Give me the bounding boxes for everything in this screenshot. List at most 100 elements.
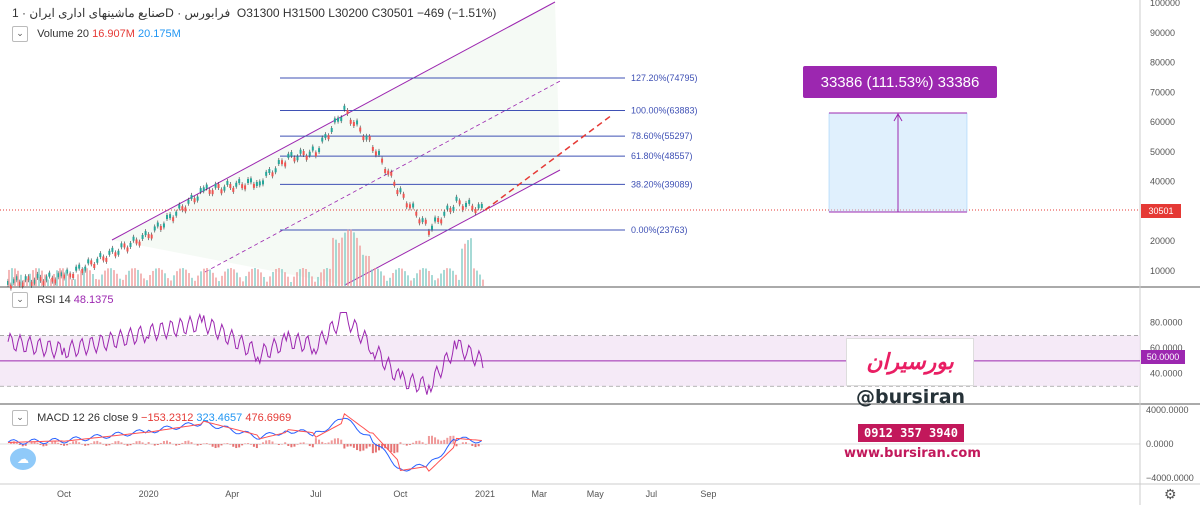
fib-level-label: 78.60%(55297) bbox=[631, 131, 693, 141]
candle-body bbox=[461, 206, 464, 211]
interval-label[interactable]: 1D bbox=[12, 6, 174, 20]
candle-body bbox=[90, 260, 93, 265]
macd-histogram-bar bbox=[437, 439, 440, 444]
candle-body bbox=[446, 205, 449, 210]
macd-histogram-bar bbox=[337, 438, 340, 444]
macd-histogram-bar bbox=[132, 443, 135, 444]
macd-histogram-bar bbox=[349, 444, 352, 447]
macd-histogram-bar bbox=[156, 444, 159, 445]
volume-bar bbox=[362, 254, 364, 286]
candle-body bbox=[431, 225, 433, 230]
volume-bar bbox=[482, 279, 484, 286]
volume-bar bbox=[131, 268, 133, 286]
candle-body bbox=[156, 222, 159, 227]
collapse-chevron-icon[interactable]: ⌄ bbox=[12, 26, 28, 42]
channel-lower-line bbox=[344, 169, 561, 286]
volume-bar bbox=[194, 280, 196, 286]
macd-histogram-bar bbox=[226, 443, 229, 444]
candle-body bbox=[169, 214, 172, 219]
volume-bar bbox=[221, 275, 223, 286]
macd-histogram-bar bbox=[399, 442, 402, 444]
candle-body bbox=[181, 206, 184, 211]
volume-bar bbox=[212, 272, 214, 286]
volume-bar bbox=[464, 243, 466, 286]
candle-body bbox=[255, 182, 258, 187]
macd-histogram-bar bbox=[287, 444, 290, 446]
candle-body bbox=[340, 117, 343, 122]
macd-histogram-bar bbox=[45, 444, 48, 446]
collapse-chevron-icon[interactable]: ⌄ bbox=[12, 292, 28, 308]
macd-histogram-bar bbox=[314, 438, 317, 444]
candle-body bbox=[199, 188, 202, 193]
candle-body bbox=[284, 162, 287, 167]
macd-histogram-bar bbox=[51, 441, 54, 444]
macd-histogram-bar bbox=[232, 444, 235, 447]
candle-body bbox=[238, 179, 241, 184]
candle-body bbox=[287, 153, 290, 158]
time-axis-label: May bbox=[587, 489, 605, 499]
volume-bar bbox=[284, 272, 286, 286]
candle-body bbox=[449, 208, 452, 213]
volume-bar bbox=[452, 270, 454, 286]
candle-body bbox=[235, 182, 238, 187]
candle-body bbox=[458, 200, 461, 205]
candle-body bbox=[261, 180, 264, 185]
volume-bar bbox=[38, 268, 40, 286]
settings-gear-icon[interactable]: ⚙ bbox=[1164, 486, 1177, 502]
macd-histogram-bar bbox=[66, 444, 69, 446]
volume-bar bbox=[224, 271, 226, 286]
cloud-icon[interactable]: ☁ bbox=[10, 448, 36, 470]
volume-bar bbox=[449, 268, 451, 286]
volume-bar bbox=[233, 269, 235, 286]
volume-bar bbox=[56, 270, 58, 286]
volume-bar bbox=[380, 271, 382, 286]
macd-histogram-bar bbox=[175, 444, 178, 446]
rsi-level-label: 50.0000 bbox=[1141, 350, 1185, 364]
candle-body bbox=[327, 135, 330, 140]
candle-body bbox=[374, 151, 377, 156]
macd-histogram-bar bbox=[190, 442, 193, 444]
macd-histogram-bar bbox=[138, 440, 141, 444]
macd-histogram-bar bbox=[33, 441, 36, 444]
channel-mid-line bbox=[204, 79, 563, 273]
volume-bar bbox=[239, 277, 241, 286]
time-axis-label: Oct bbox=[57, 489, 72, 499]
collapse-chevron-icon[interactable]: ⌄ bbox=[12, 410, 28, 426]
time-axis-label: Mar bbox=[531, 489, 547, 499]
macd-histogram-bar bbox=[217, 444, 220, 448]
candle-body bbox=[252, 183, 255, 188]
channel-fill bbox=[112, 2, 560, 285]
macd-histogram-bar bbox=[474, 444, 477, 448]
volume-bar bbox=[215, 277, 217, 286]
candle-body bbox=[356, 120, 359, 125]
volume-bar bbox=[257, 269, 259, 286]
volume-bar bbox=[113, 270, 115, 286]
macd-histogram-bar bbox=[408, 444, 411, 445]
macd-histogram-bar bbox=[405, 444, 408, 446]
candle-body bbox=[72, 274, 75, 279]
macd-histogram-bar bbox=[268, 440, 271, 444]
volume-bar bbox=[254, 268, 256, 286]
projection-arrow bbox=[484, 114, 613, 211]
candle-body bbox=[371, 146, 374, 151]
rsi-legend: ⌄ RSI 14 48.1375 bbox=[12, 292, 114, 308]
macd-histogram-bar bbox=[214, 444, 217, 449]
price-axis-label: 80000 bbox=[1150, 58, 1175, 68]
candle-body bbox=[60, 272, 63, 277]
macd-histogram-bar bbox=[126, 444, 129, 446]
candle-body bbox=[321, 137, 324, 142]
macd-histogram-bar bbox=[9, 441, 12, 444]
macd-value-3: 476.6969 bbox=[245, 411, 292, 424]
macd-histogram-bar bbox=[421, 442, 424, 444]
macd-histogram-bar bbox=[84, 444, 87, 446]
measure-label[interactable]: 33386 (111.53%) 33386 bbox=[803, 66, 997, 98]
fib-level-label: 0.00%(23763) bbox=[631, 225, 688, 235]
volume-bar bbox=[443, 269, 445, 286]
candle-body bbox=[241, 184, 244, 189]
candle-body bbox=[277, 160, 280, 165]
macd-histogram-bar bbox=[449, 435, 452, 444]
macd-histogram-bar bbox=[290, 444, 293, 448]
volume-bar bbox=[176, 271, 178, 286]
volume-bar bbox=[278, 268, 280, 286]
